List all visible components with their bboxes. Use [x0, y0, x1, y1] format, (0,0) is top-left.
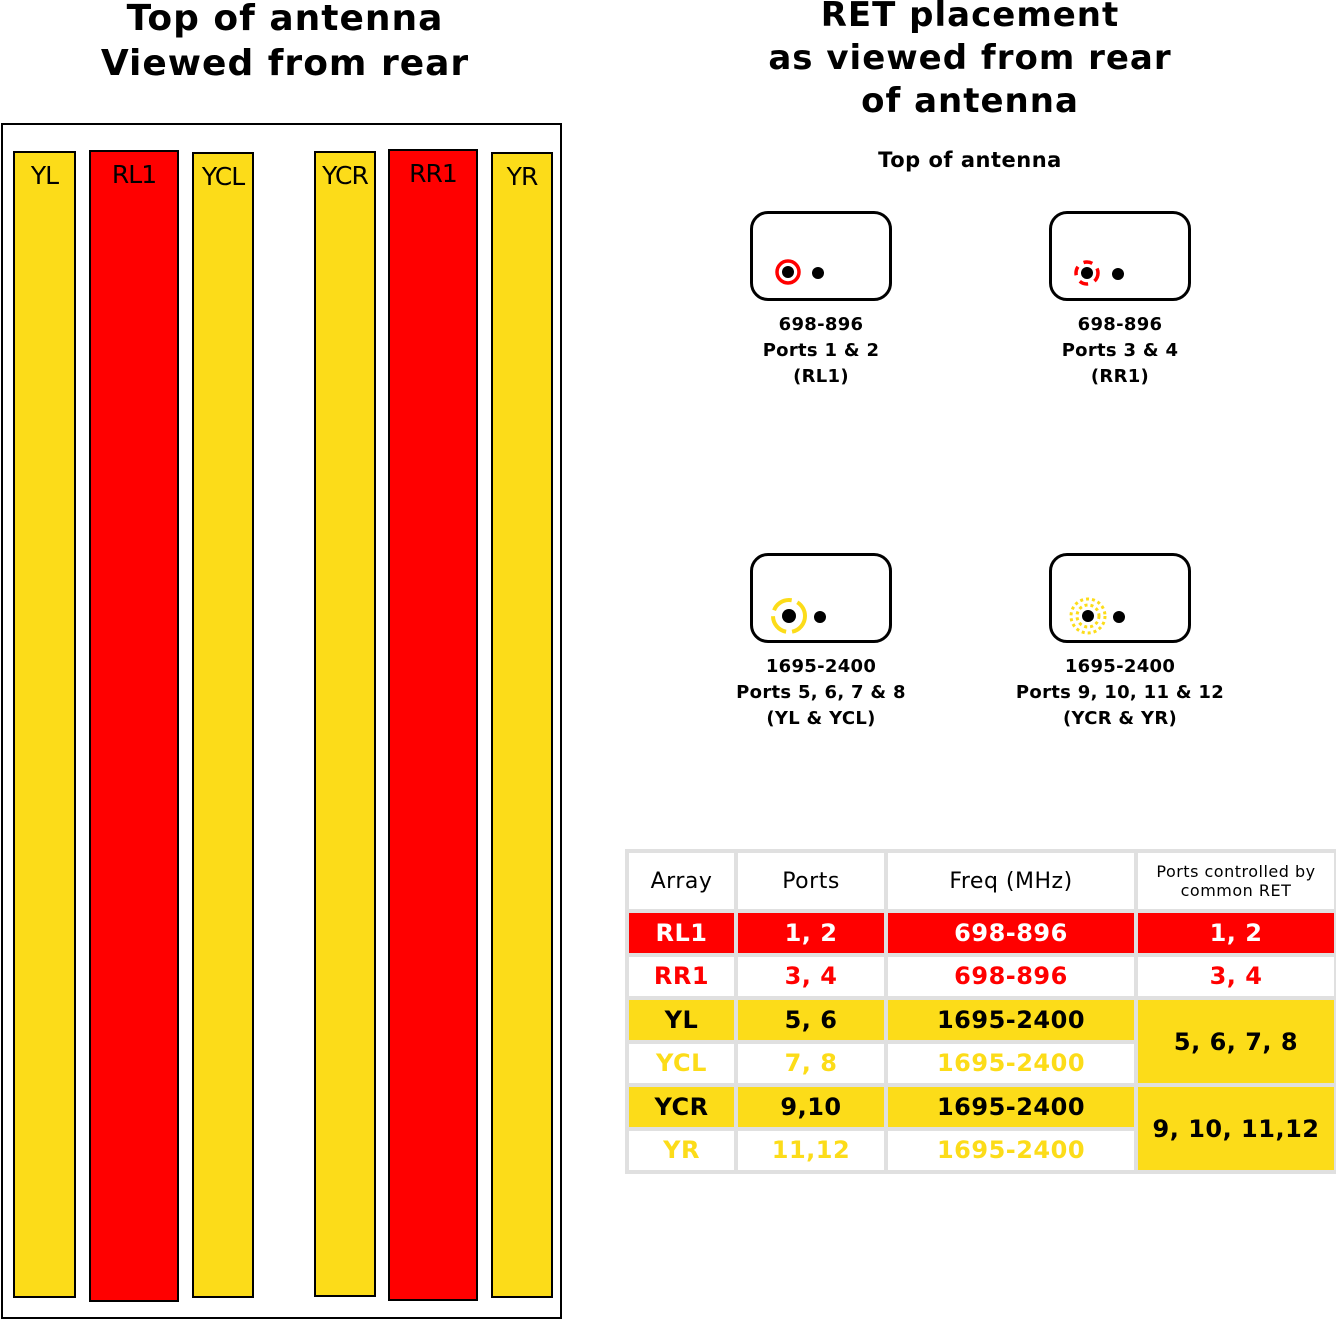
cell-freq: 1695-2400 — [888, 1043, 1134, 1083]
ret-box-yl-ycl — [750, 553, 892, 643]
header-array: Array — [629, 853, 734, 909]
ret-motor-dot — [782, 609, 796, 623]
ret-label-freq: 1695-2400 — [1064, 656, 1176, 677]
cell-freq: 1695-2400 — [888, 1087, 1134, 1127]
cell-common-ret: 9, 10, 11,12 — [1138, 1087, 1334, 1170]
table-row: RL1 1, 2 698-896 1, 2 — [629, 913, 1334, 953]
table-header-row: Array Ports Freq (MHz) Ports controlled … — [629, 853, 1334, 909]
ret-connector-icon — [771, 598, 826, 634]
antenna-frame: YL RL1 YCL YCR RR1 YR — [1, 123, 562, 1319]
antenna-view-title-line-1: Top of antenna — [126, 0, 444, 39]
table-row: YR 11,12 1695-2400 — [629, 1130, 1334, 1170]
array-column-rl1: RL1 — [89, 150, 179, 1302]
cell-freq: 698-896 — [888, 913, 1134, 953]
cell-array: RR1 — [629, 956, 734, 996]
cell-ports: 9,10 — [738, 1087, 884, 1127]
array-column-label: YR — [506, 162, 539, 191]
ret-box-rl1 — [750, 211, 892, 301]
ret-label-array: (YL & YCL) — [766, 708, 876, 729]
ret-label-ycr-yr: 1695-2400 Ports 9, 10, 11 & 12 (YCR & YR… — [970, 654, 1270, 732]
ret-connector-icon — [1069, 597, 1125, 635]
ret-ring-dashed-red — [1074, 260, 1100, 286]
ret-placement-title-line-3: of antenna — [861, 81, 1079, 121]
ret-port-dot — [812, 267, 824, 279]
cell-ports: 7, 8 — [738, 1043, 884, 1083]
ret-placement-title: RET placement as viewed from rear of ant… — [700, 0, 1240, 123]
cell-array: YL — [629, 1000, 734, 1040]
ret-label-ports: Ports 5, 6, 7 & 8 — [736, 682, 906, 703]
header-freq: Freq (MHz) — [888, 853, 1134, 909]
ret-label-ports: Ports 1 & 2 — [762, 340, 880, 361]
array-column-ycl: YCL — [192, 152, 254, 1298]
ret-port-dot — [1112, 268, 1124, 280]
header-ports: Ports — [738, 853, 884, 909]
ret-label-freq: 698-896 — [778, 314, 864, 335]
array-column-yr: YR — [491, 152, 553, 1298]
ret-placement-title-line-2: as viewed from rear — [768, 38, 1172, 78]
table-row: YL 5, 6 1695-2400 5, 6, 7, 8 — [629, 1000, 1334, 1083]
ports-table: Array Ports Freq (MHz) Ports controlled … — [625, 849, 1336, 1174]
ret-port-dot — [1113, 611, 1125, 623]
cell-common-ret: 3, 4 — [1138, 956, 1334, 996]
cell-array: YCL — [629, 1043, 734, 1083]
ret-label-yl-ycl: 1695-2400 Ports 5, 6, 7 & 8 (YL & YCL) — [671, 654, 971, 732]
antenna-view-title: Top of antenna Viewed from rear — [40, 0, 530, 86]
ret-label-array: (RL1) — [793, 366, 849, 387]
ret-motor-dot — [1081, 267, 1093, 279]
ret-label-ports: Ports 9, 10, 11 & 12 — [1015, 682, 1225, 703]
cell-array: YCR — [629, 1087, 734, 1127]
ret-label-ports: Ports 3 & 4 — [1061, 340, 1179, 361]
ret-label-rl1: 698-896 Ports 1 & 2 (RL1) — [671, 312, 971, 390]
cell-ports: 1, 2 — [738, 913, 884, 953]
cell-ports: 11,12 — [738, 1130, 884, 1170]
cell-ports: 5, 6 — [738, 1000, 884, 1040]
ret-label-rr1: 698-896 Ports 3 & 4 (RR1) — [970, 312, 1270, 390]
top-of-antenna-label: Top of antenna — [878, 148, 1062, 172]
cell-freq: 698-896 — [888, 956, 1134, 996]
ret-ring-dotted-yellow-inner — [1075, 603, 1101, 629]
cell-array: RL1 — [629, 913, 734, 953]
antenna-view-title-line-2: Viewed from rear — [100, 43, 470, 84]
ret-label-array: (YCR & YR) — [1062, 708, 1178, 729]
array-column-label: YL — [30, 161, 59, 190]
array-column-yl: YL — [13, 151, 76, 1298]
ret-ring-solid-red — [775, 259, 801, 285]
ret-box-rr1 — [1049, 211, 1191, 301]
header-common-ret: Ports controlled by common RET — [1138, 853, 1334, 909]
ret-box-ycr-yr — [1049, 553, 1191, 643]
ret-ring-dashed-yellow — [771, 598, 807, 634]
table-row: RR1 3, 4 698-896 3, 4 — [629, 956, 1334, 996]
cell-freq: 1695-2400 — [888, 1130, 1134, 1170]
ret-motor-dot — [782, 266, 794, 278]
ret-ring-dotted-yellow-outer — [1069, 597, 1107, 635]
array-column-rr1: RR1 — [388, 149, 478, 1301]
ret-placement-title-line-1: RET placement — [820, 0, 1120, 35]
ret-label-freq: 698-896 — [1077, 314, 1163, 335]
ret-connector-icon — [1074, 260, 1124, 286]
array-column-label: RL1 — [111, 160, 157, 189]
cell-array: YR — [629, 1130, 734, 1170]
table-row: YCR 9,10 1695-2400 9, 10, 11,12 — [629, 1087, 1334, 1170]
cell-ports: 3, 4 — [738, 956, 884, 996]
ret-connector-icon — [775, 259, 824, 285]
array-column-label: RR1 — [409, 159, 458, 188]
table-row: YCL 7, 8 1695-2400 — [629, 1043, 1334, 1083]
cell-common-ret: 5, 6, 7, 8 — [1138, 1000, 1334, 1083]
cell-freq: 1695-2400 — [888, 1000, 1134, 1040]
ret-port-dot — [814, 611, 826, 623]
array-column-label: YCR — [322, 161, 369, 190]
ret-label-freq: 1695-2400 — [765, 656, 877, 677]
array-column-label: YCL — [201, 162, 245, 191]
array-column-ycr: YCR — [314, 151, 376, 1297]
cell-common-ret: 1, 2 — [1138, 913, 1334, 953]
ret-label-array: (RR1) — [1090, 366, 1150, 387]
ret-motor-dot — [1082, 610, 1094, 622]
